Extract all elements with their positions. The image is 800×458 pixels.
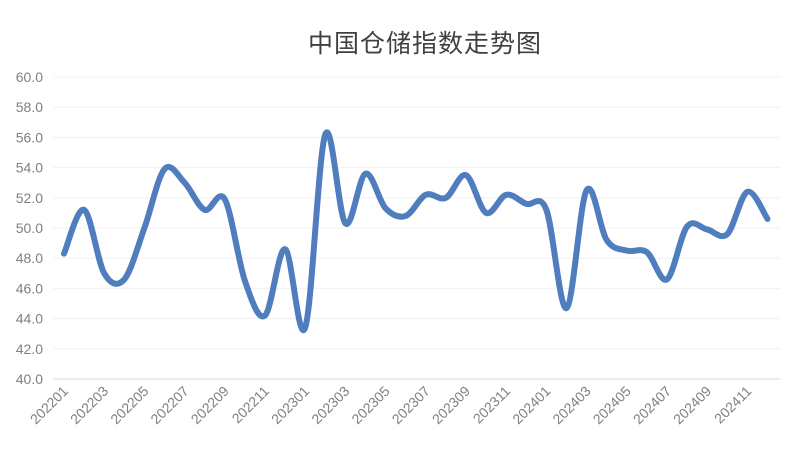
x-tick-label: 202301 <box>268 383 312 427</box>
data-point <box>222 196 228 202</box>
data-point <box>121 276 127 282</box>
data-point <box>503 192 509 198</box>
x-tick-label: 202405 <box>590 383 634 427</box>
data-point <box>182 180 188 186</box>
data-point <box>704 227 710 233</box>
data-point <box>81 207 87 213</box>
data-point <box>564 305 570 311</box>
x-tick-label: 202401 <box>509 383 553 427</box>
data-point <box>483 210 489 216</box>
gridlines <box>53 76 780 380</box>
data-point <box>765 216 771 222</box>
x-tick-label: 202411 <box>711 383 755 427</box>
y-tick-label: 60.0 <box>16 69 43 85</box>
series-line <box>61 129 771 334</box>
data-point <box>262 313 268 319</box>
y-tick-label: 48.0 <box>16 250 43 266</box>
x-tick-label: 202409 <box>670 383 714 427</box>
x-tick-label: 202207 <box>147 383 191 427</box>
x-tick-label: 202211 <box>229 383 273 427</box>
x-tick-label: 202407 <box>630 383 674 427</box>
data-point <box>624 248 630 254</box>
x-tick-label: 202403 <box>549 383 593 427</box>
data-point <box>101 270 107 276</box>
series-layer <box>61 129 771 334</box>
data-point <box>403 213 409 219</box>
y-tick-label: 50.0 <box>16 220 43 236</box>
x-tick-label: 202311 <box>470 383 514 427</box>
y-axis: 40.0 42.0 44.0 46.0 48.0 50.0 52.0 54.0 56.0 58.0… <box>16 69 43 387</box>
x-tick-label: 202201 <box>27 383 71 427</box>
data-point <box>604 237 610 243</box>
y-tick-label: 56.0 <box>16 129 43 145</box>
y-tick-label: 42.0 <box>16 341 43 357</box>
y-tick-label: 46.0 <box>16 280 43 296</box>
data-point <box>724 231 730 237</box>
data-point <box>342 220 348 226</box>
chart-title: 中国仓储指数走势图 <box>307 29 542 58</box>
data-point <box>282 246 288 252</box>
y-tick-label: 40.0 <box>16 371 43 387</box>
y-tick-label: 58.0 <box>16 99 43 115</box>
data-point <box>644 249 650 255</box>
data-point <box>584 187 590 193</box>
data-point <box>141 225 147 231</box>
data-point <box>363 171 369 177</box>
data-point <box>242 278 248 284</box>
data-point <box>463 172 469 178</box>
x-tick-label: 202309 <box>429 383 473 427</box>
data-point <box>383 205 389 211</box>
data-point <box>302 325 308 331</box>
y-tick-label: 44.0 <box>16 311 43 327</box>
x-tick-label: 202305 <box>348 383 392 427</box>
y-tick-label: 52.0 <box>16 190 43 206</box>
data-point <box>162 166 168 172</box>
x-tick-label: 202307 <box>389 383 433 427</box>
data-point <box>664 276 670 282</box>
data-point <box>543 207 549 213</box>
y-tick-label: 54.0 <box>16 160 43 176</box>
data-point <box>61 251 67 257</box>
x-tick-label: 202203 <box>67 383 111 427</box>
data-point <box>523 201 529 207</box>
data-point <box>744 189 750 195</box>
data-point <box>423 192 429 198</box>
data-point <box>202 207 208 213</box>
x-axis: 2022012022032022052022072022092022112023… <box>27 383 755 427</box>
x-tick-label: 202209 <box>188 383 232 427</box>
x-tick-label: 202205 <box>107 383 151 427</box>
data-point <box>443 195 449 201</box>
x-tick-label: 202303 <box>308 383 352 427</box>
data-point <box>322 131 328 137</box>
data-point <box>684 223 690 229</box>
